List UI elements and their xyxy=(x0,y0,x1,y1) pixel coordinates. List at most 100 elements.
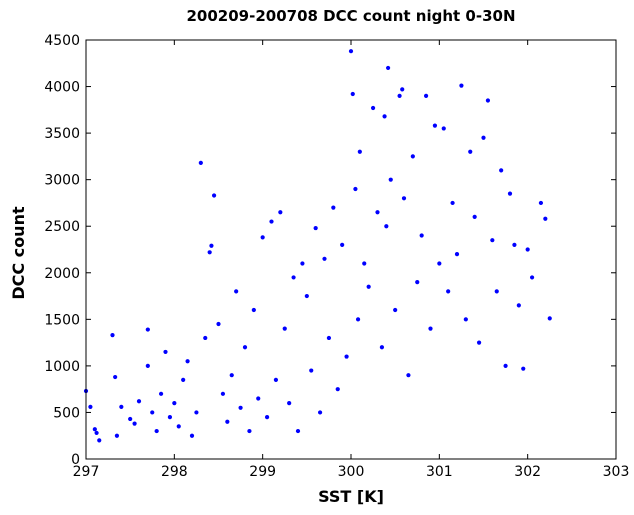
data-point xyxy=(450,200,455,206)
data-point xyxy=(521,366,526,371)
data-point xyxy=(158,391,164,396)
data-point xyxy=(304,293,309,299)
scatter-points xyxy=(83,49,552,443)
data-point xyxy=(340,242,345,247)
y-tick-label: 500 xyxy=(53,405,80,421)
data-point xyxy=(463,317,468,322)
data-point xyxy=(441,126,446,131)
data-point xyxy=(428,326,433,331)
y-tick-label: 3500 xyxy=(44,126,80,142)
data-point xyxy=(189,433,195,438)
data-point xyxy=(211,193,217,198)
data-point xyxy=(242,345,248,350)
data-point xyxy=(185,359,190,364)
data-point xyxy=(446,289,451,294)
data-point xyxy=(207,250,212,255)
data-point xyxy=(154,428,159,434)
data-point xyxy=(400,87,405,92)
x-tick-label: 300 xyxy=(338,464,365,480)
data-point xyxy=(538,200,544,206)
y-tick-label: 2500 xyxy=(44,219,80,235)
y-tick-label: 0 xyxy=(71,452,80,468)
data-point xyxy=(547,316,552,321)
data-point xyxy=(194,410,199,415)
data-point xyxy=(388,177,393,182)
data-point xyxy=(353,186,358,192)
data-point xyxy=(525,247,530,252)
data-point xyxy=(419,233,424,238)
x-tick-label: 299 xyxy=(249,464,276,480)
x-tick-label: 298 xyxy=(161,464,188,480)
data-point xyxy=(437,261,442,266)
data-point xyxy=(300,261,305,266)
data-point xyxy=(393,307,398,313)
data-point xyxy=(386,65,391,71)
data-point xyxy=(132,421,137,426)
data-point xyxy=(529,275,535,280)
data-point xyxy=(335,387,340,392)
y-tick-label: 1000 xyxy=(44,359,80,375)
data-point xyxy=(113,374,118,380)
data-point xyxy=(494,289,499,294)
data-point xyxy=(415,279,420,285)
data-point xyxy=(454,252,460,257)
data-point xyxy=(198,160,203,166)
data-point xyxy=(238,405,243,410)
data-point xyxy=(176,424,181,429)
data-point xyxy=(256,396,261,401)
data-point xyxy=(348,49,354,54)
data-point xyxy=(260,235,265,240)
y-tick-label: 2000 xyxy=(44,266,80,282)
data-point xyxy=(379,345,385,350)
data-point xyxy=(357,149,362,154)
data-point xyxy=(145,327,150,332)
data-point xyxy=(225,419,230,424)
data-point xyxy=(172,401,177,406)
y-tick-label: 4000 xyxy=(44,80,80,96)
y-axis-label: DCC count xyxy=(9,206,28,300)
data-point xyxy=(370,105,376,111)
data-point xyxy=(97,438,102,443)
data-point xyxy=(366,284,371,289)
data-point xyxy=(432,123,438,128)
data-point xyxy=(485,98,491,103)
data-point xyxy=(163,349,168,355)
data-point xyxy=(350,91,355,97)
plot-frame xyxy=(85,39,617,460)
data-point xyxy=(410,154,415,159)
chart-title: 200209-200708 DCC count night 0-30N xyxy=(186,7,515,25)
data-point xyxy=(499,168,504,173)
data-point xyxy=(326,335,332,341)
data-point xyxy=(472,214,477,220)
data-point xyxy=(397,93,402,98)
data-point xyxy=(313,225,318,231)
data-point xyxy=(136,399,142,404)
x-tick-label: 297 xyxy=(73,464,100,480)
data-point xyxy=(150,410,155,415)
data-point xyxy=(251,307,256,313)
data-point xyxy=(247,428,252,434)
data-point xyxy=(375,210,380,215)
data-point xyxy=(317,410,323,415)
data-point xyxy=(216,321,221,327)
data-point xyxy=(503,363,508,368)
data-point xyxy=(92,427,97,432)
data-point xyxy=(344,354,349,359)
data-point xyxy=(401,196,407,201)
y-tick-label: 3000 xyxy=(44,173,80,189)
x-tick-label: 301 xyxy=(426,464,453,480)
data-point xyxy=(209,243,214,248)
data-point xyxy=(145,363,150,368)
data-point xyxy=(490,238,495,243)
data-point xyxy=(476,340,482,345)
data-point xyxy=(295,428,301,434)
data-point xyxy=(543,216,548,221)
data-point xyxy=(406,373,411,378)
data-point xyxy=(459,83,464,88)
axis-ticks: 297 298 299 300 301 302 303 0 500 1000 1500 2000 250… xyxy=(44,33,629,480)
data-point xyxy=(278,210,283,215)
data-point xyxy=(309,368,314,373)
data-point xyxy=(516,303,521,308)
data-point xyxy=(128,416,133,422)
